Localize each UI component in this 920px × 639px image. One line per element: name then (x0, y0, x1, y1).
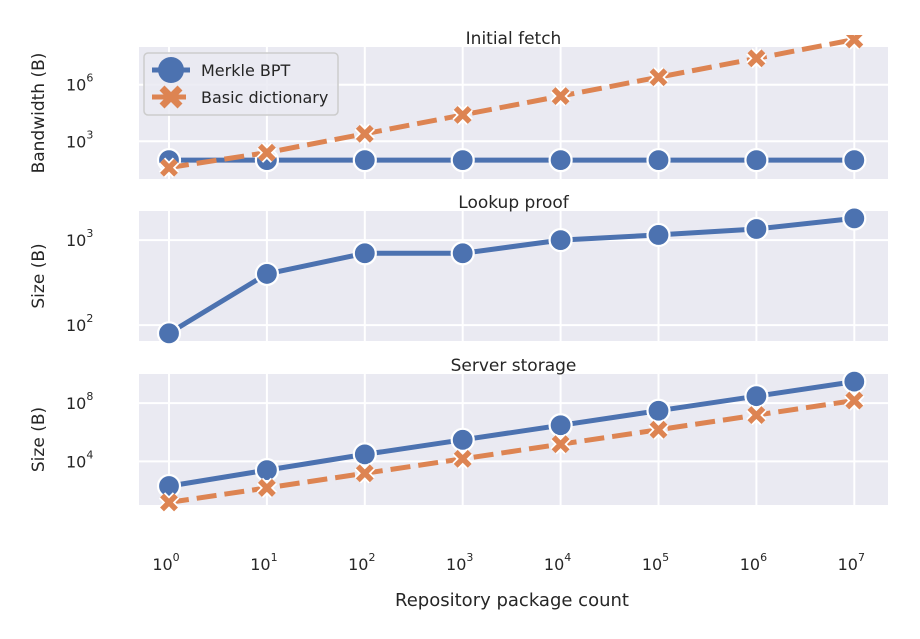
data-point-basic (452, 448, 473, 469)
data-point-merkle (842, 369, 867, 394)
data-point-basic (844, 35, 865, 50)
series-line-basic (168, 398, 855, 505)
data-point-merkle (842, 148, 867, 173)
legend-marker-x (159, 85, 183, 109)
chart-panels: 103 106 Initial fetch Bandwidth (B) 102 103 Lo… (29, 29, 888, 513)
data-point-merkle (156, 321, 182, 346)
data-point-basic (648, 419, 669, 440)
data-point-merkle (646, 398, 671, 423)
data-point-basic (354, 463, 375, 484)
data-point-basic (746, 48, 767, 69)
data-point-merkle (646, 148, 671, 173)
data-point-merkle (254, 457, 279, 483)
x-tick-label: 102 (348, 551, 375, 574)
panel-3: 104 108 Server storage Size (B) (29, 356, 888, 513)
y-axis-label: Bandwidth (B) (29, 53, 49, 174)
x-tick-label: 107 (838, 551, 865, 574)
x-tick-label: 101 (250, 551, 277, 574)
data-point-basic (158, 492, 180, 513)
legend: Merkle BPT Basic dictionary (143, 52, 339, 116)
y-tick-label: 106 (66, 72, 93, 95)
x-tick-label: 106 (740, 551, 767, 574)
data-point-basic (550, 85, 571, 107)
legend-frame (143, 52, 339, 116)
panel-background (139, 211, 888, 341)
data-point-basic (844, 390, 865, 411)
data-point-merkle (842, 206, 867, 231)
data-point-merkle (450, 148, 475, 173)
series-line-basic (168, 37, 855, 171)
data-point-merkle (744, 384, 769, 409)
data-point-merkle (352, 241, 377, 266)
data-point-merkle (744, 216, 769, 242)
data-point-merkle (352, 148, 377, 173)
data-point-merkle (548, 413, 573, 438)
data-point-merkle (646, 222, 671, 248)
legend-label: Basic dictionary (201, 88, 328, 107)
x-axis-label: Repository package count (395, 590, 629, 611)
legend-label: Merkle BPT (201, 61, 290, 80)
legend-entry-basic: Basic dictionary (152, 85, 328, 109)
y-tick-label: 102 (66, 312, 93, 335)
x-tick-label: 104 (544, 551, 571, 574)
series-layer (156, 35, 867, 178)
series-layer (156, 206, 867, 346)
y-axis-label: Size (B) (29, 407, 49, 472)
x-tick-labels: 100 101 102 103 104 105 106 107 (152, 551, 865, 574)
data-point-merkle (450, 241, 475, 266)
data-point-basic (550, 434, 571, 455)
data-point-basic (256, 477, 278, 499)
x-tick-label: 100 (152, 551, 179, 574)
x-tick-label: 105 (642, 551, 669, 574)
data-point-merkle (450, 427, 475, 452)
data-point-merkle (548, 228, 573, 253)
series-line-merkle (168, 379, 855, 489)
panel-title: Server storage (451, 356, 577, 376)
y-tick-label: 103 (66, 227, 93, 250)
data-point-basic (256, 142, 278, 163)
data-point-merkle (352, 442, 377, 467)
data-point-merkle (744, 148, 769, 173)
x-tick-label: 103 (446, 551, 473, 574)
y-axis-label: Size (B) (29, 243, 49, 308)
data-point-merkle (156, 473, 182, 499)
y-tick-label: 103 (66, 128, 93, 151)
data-point-basic (354, 123, 375, 144)
panel-title: Lookup proof (458, 193, 569, 213)
panel-title: Initial fetch (466, 29, 562, 49)
data-point-merkle (254, 261, 279, 287)
data-point-basic (746, 404, 767, 426)
y-tick-label: 104 (66, 448, 93, 471)
series-line-merkle (167, 215, 855, 336)
data-point-basic (648, 67, 669, 88)
data-point-basic (452, 104, 473, 126)
legend-entry-merkle: Merkle BPT (152, 57, 290, 83)
panel-2: 102 103 Lookup proof Size (B) (29, 193, 888, 346)
y-tick-label: 108 (66, 390, 93, 413)
series-layer (156, 369, 867, 513)
data-point-basic (158, 157, 180, 178)
legend-marker-circle (158, 57, 184, 83)
data-point-merkle (548, 148, 573, 173)
